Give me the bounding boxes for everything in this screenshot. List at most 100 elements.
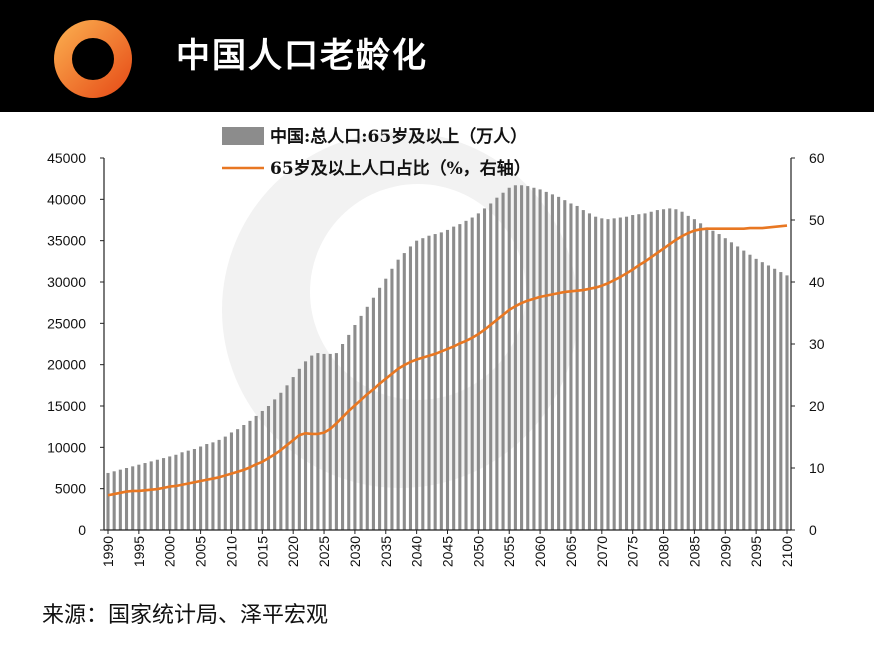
bar-2067 — [581, 210, 585, 530]
bar-2079 — [655, 210, 659, 530]
bar-2004 — [192, 448, 196, 530]
bar-2076 — [637, 214, 641, 530]
bar-1998 — [155, 459, 159, 530]
bar-2038 — [402, 253, 406, 530]
x-tick-label-2070: 2070 — [594, 536, 610, 567]
x-tick-label-2000: 2000 — [162, 536, 178, 567]
x-tick-label-1990: 1990 — [100, 536, 116, 567]
bar-2006 — [205, 444, 209, 530]
x-tick-label-2030: 2030 — [347, 536, 363, 567]
bar-2012 — [242, 425, 246, 530]
bar-2065 — [569, 203, 573, 530]
bar-1992 — [118, 469, 122, 530]
x-tick-label-2020: 2020 — [285, 536, 301, 567]
bar-2062 — [550, 194, 554, 530]
bar-2052 — [489, 203, 493, 530]
left-y-tick-label-0: 0 — [78, 522, 86, 538]
right-y-tick-label-50: 50 — [809, 212, 825, 228]
bar-2022 — [303, 361, 308, 530]
x-tick-label-2100: 2100 — [779, 536, 795, 567]
bar-1993 — [124, 468, 129, 530]
bar-2026 — [328, 353, 332, 530]
bar-2050 — [476, 213, 480, 530]
bar-2088 — [711, 230, 715, 530]
bar-2051 — [482, 208, 487, 530]
bar-2014 — [254, 415, 258, 530]
bar-2005 — [199, 446, 203, 530]
legend: 中国:总人口:65岁及以上（万人） 65岁及以上人口占比（%，右轴） — [222, 126, 531, 179]
x-tick-label-2005: 2005 — [193, 536, 209, 567]
bar-2047 — [458, 224, 462, 530]
bar-2055 — [507, 187, 511, 530]
bar-2060 — [538, 189, 542, 530]
left-y-tick-label-25000: 25000 — [47, 315, 86, 331]
bar-2098 — [773, 268, 777, 530]
x-tick-label-2025: 2025 — [316, 536, 332, 567]
bar-2078 — [649, 211, 653, 530]
left-y-tick-label-45000: 45000 — [47, 150, 86, 166]
bar-2016 — [266, 406, 271, 530]
right-y-tick-label-40: 40 — [809, 274, 825, 290]
bar-2069 — [594, 216, 598, 530]
bar-2085 — [692, 219, 696, 531]
bar-2072 — [612, 218, 616, 530]
bar-2075 — [631, 215, 635, 530]
bar-2068 — [587, 213, 592, 530]
left-y-tick-label-30000: 30000 — [47, 274, 86, 290]
bar-2030 — [353, 324, 357, 530]
bar-2013 — [248, 420, 252, 530]
bar-2031 — [359, 315, 363, 530]
bar-1990 — [106, 472, 110, 530]
x-tick-label-2075: 2075 — [625, 536, 641, 567]
bar-2077 — [643, 213, 647, 530]
bar-2023 — [310, 355, 314, 530]
bar-2046 — [452, 226, 456, 531]
bar-2095 — [754, 258, 758, 530]
right-y-tick-label-30: 30 — [809, 336, 825, 352]
legend-bar-swatch — [222, 127, 264, 145]
bar-2033 — [371, 297, 375, 530]
bar-2094 — [748, 254, 752, 530]
bar-2083 — [680, 211, 684, 530]
bar-2053 — [495, 197, 499, 530]
x-tick-label-2060: 2060 — [532, 536, 548, 567]
bar-1999 — [162, 458, 166, 530]
bar-2059 — [532, 187, 536, 530]
bar-2007 — [211, 442, 215, 530]
bar-2058 — [526, 186, 530, 531]
bar-2024 — [316, 353, 320, 530]
bar-2089 — [717, 234, 721, 531]
bar-2018 — [279, 392, 283, 530]
bar-2081 — [668, 208, 672, 530]
right-y-tick-label-20: 20 — [809, 398, 825, 414]
bar-2090 — [723, 238, 727, 530]
left-y-axis-ticks: 0 5000 10000 15000 20000 25000 30000 35000 40000… — [47, 150, 104, 538]
bar-2061 — [544, 191, 548, 530]
bar-2054 — [501, 192, 505, 530]
bar-2091 — [729, 242, 733, 530]
legend-line-label: 65岁及以上人口占比（%，右轴） — [270, 158, 531, 179]
x-tick-label-2015: 2015 — [254, 536, 270, 567]
bar-2025 — [322, 353, 326, 530]
bar-1996 — [143, 463, 147, 530]
line-series-ratio — [107, 224, 788, 497]
bar-1994 — [131, 466, 135, 530]
bar-2044 — [439, 232, 443, 530]
bar-2029 — [347, 334, 351, 530]
left-y-tick-label-40000: 40000 — [47, 191, 86, 207]
bar-1995 — [137, 464, 141, 530]
bar-2100 — [785, 275, 789, 530]
orange-ring-logo-icon — [54, 20, 132, 98]
bar-2099 — [779, 272, 783, 530]
bar-2015 — [260, 410, 264, 530]
header-bar: 中国人口老龄化 — [0, 0, 874, 112]
bar-2008 — [217, 439, 221, 530]
bar-2064 — [563, 200, 567, 530]
bar-2000 — [168, 456, 172, 530]
left-y-tick-label-20000: 20000 — [47, 357, 86, 373]
bar-2002 — [180, 452, 184, 530]
chart-area: 1990 1995 2000 2005 2010 2015 2020 2025 2030 2035… — [47, 126, 825, 567]
bar-2003 — [186, 450, 190, 530]
left-y-tick-label-35000: 35000 — [47, 233, 86, 249]
bar-2043 — [433, 234, 437, 531]
